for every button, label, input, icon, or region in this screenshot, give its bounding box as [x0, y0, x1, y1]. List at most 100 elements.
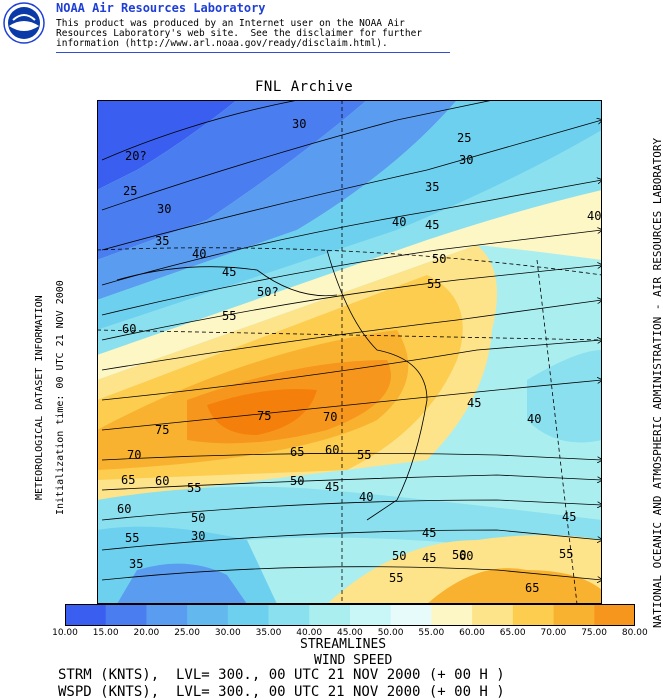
legend-streamlines: STREAMLINES [300, 637, 387, 652]
contour-label: 25 [123, 184, 137, 198]
contour-label: 45 [325, 480, 339, 494]
scale-tick: 40.00 [296, 628, 323, 638]
contour-label: 55 [427, 277, 441, 291]
speed-band-15 [97, 100, 237, 190]
contour-label: 40 [527, 412, 541, 426]
scale-tick: 25.00 [174, 628, 200, 638]
streamline [101, 100, 495, 211]
contour-label: 40 [192, 247, 206, 261]
scale-tick: 35.00 [255, 628, 282, 638]
color-scale-cell [309, 604, 351, 626]
contour-label: 65 [290, 445, 304, 459]
streamline [101, 499, 602, 521]
contour-label: 45 [562, 510, 576, 524]
color-scale-cell [431, 604, 473, 626]
initialization-time-label: Initialization time: 00 UTC 21 NOV 2000 [55, 280, 66, 515]
color-scale-cell [146, 604, 188, 626]
scale-tick: 55.00 [418, 628, 445, 638]
color-scale-cell [187, 604, 229, 626]
scale-tick: 15.00 [92, 628, 119, 638]
scale-tick: 20.00 [133, 628, 160, 638]
streamline [101, 452, 602, 460]
scale-tick: 50.00 [377, 628, 404, 638]
header: NOAA Air Resources Laboratory This produ… [0, 0, 452, 54]
scale-tick: 65.00 [499, 628, 526, 638]
streamline [101, 380, 602, 431]
contour-label: 65 [525, 581, 539, 595]
contour-label: 75 [155, 423, 169, 437]
contour-label: 50 [432, 252, 446, 266]
scale-tick: 30.00 [214, 628, 241, 638]
streamline [101, 340, 602, 401]
streamline [101, 300, 602, 371]
contour-label: 55 [125, 531, 139, 545]
dataset-info-label: METEOROLOGICAL DATASET INFORMATION [34, 295, 45, 500]
contour-label: 60 [459, 549, 473, 563]
contour-label: 40 [392, 215, 406, 229]
contour-label: 30 [191, 529, 205, 543]
contour-label: 30 [292, 117, 306, 131]
contour-label: 25 [457, 131, 471, 145]
contour-label: 60 [117, 502, 131, 516]
contour-label: 70 [323, 410, 337, 424]
contour-label: 55 [357, 448, 371, 462]
speed-band-35 [97, 130, 602, 355]
contour-label: 60 [122, 322, 136, 336]
color-scale-cell [390, 604, 432, 626]
contour-label: 45 [422, 551, 436, 565]
contour-label: 20? [125, 149, 147, 163]
disclaimer-text: This product was produced by an Internet… [56, 19, 456, 49]
contour-label: 30 [157, 202, 171, 216]
color-scale-cell [512, 604, 555, 626]
map-title: FNL Archive [255, 79, 354, 95]
contour-label: 70 [127, 448, 141, 462]
contour-label: 45 [425, 218, 439, 232]
contour-label: 65 [121, 473, 135, 487]
scale-tick: 70.00 [540, 628, 567, 638]
footer-strm: STRM (KNTS), LVL= 300., 00 UTC 21 NOV 20… [58, 667, 505, 683]
header-divider [56, 52, 450, 53]
disclaimer-line-1: This product was produced by an Internet… [56, 18, 405, 29]
speed-band-25-sw [117, 563, 247, 604]
speed-band-75 [207, 389, 317, 435]
contour-label: 60 [325, 443, 339, 457]
disclaimer-line-3: information (http://www.arl.noaa.gov/rea… [56, 38, 388, 49]
contour-label: 45 [467, 396, 481, 410]
color-scale-bar [65, 604, 635, 626]
contour-label: 55 [389, 571, 403, 585]
contour-label: 35 [425, 180, 439, 194]
color-scale-cell [65, 604, 107, 626]
noaa-logo-icon [3, 2, 45, 44]
contour-label: 75 [257, 409, 271, 423]
contour-label: 50 [290, 474, 304, 488]
contour-label: 50 [452, 548, 466, 562]
speed-band-25 [97, 100, 457, 300]
footer-wspd: WSPD (KNTS), LVL= 300., 00 UTC 21 NOV 20… [58, 684, 505, 700]
scale-tick: 10.00 [52, 628, 78, 638]
speed-band-20 [97, 100, 367, 260]
contour-label: 40 [359, 490, 373, 504]
contour-label: 55 [222, 309, 236, 323]
speed-band-60-se [427, 568, 602, 604]
color-scale-cell [594, 604, 635, 626]
contour-label: 45 [222, 265, 236, 279]
contour-label: 60 [155, 474, 169, 488]
streamline [101, 566, 602, 580]
org-name: NOAA Air Resources Laboratory [56, 1, 266, 15]
scale-tick: 75.00 [581, 628, 607, 638]
color-scale-cell [227, 604, 270, 626]
speed-band-40-east [527, 350, 602, 443]
color-scale-cell [105, 604, 147, 626]
scale-tick: 45.00 [337, 628, 363, 638]
contour-label: 55 [559, 547, 573, 561]
color-scale-labels: 10.00 15.00 20.00 25.00 30.00 35.00 40.0… [40, 628, 660, 640]
streamline [101, 529, 602, 551]
legend-wind-speed: WIND SPEED [314, 653, 393, 668]
contour-label: 45 [422, 526, 436, 540]
contour-label: 55 [187, 481, 201, 495]
scale-tick: 60.00 [459, 628, 485, 638]
contour-label: 40 [587, 209, 601, 223]
contour-label: 50 [392, 549, 406, 563]
map-frame [97, 100, 602, 604]
streamline [101, 265, 602, 341]
